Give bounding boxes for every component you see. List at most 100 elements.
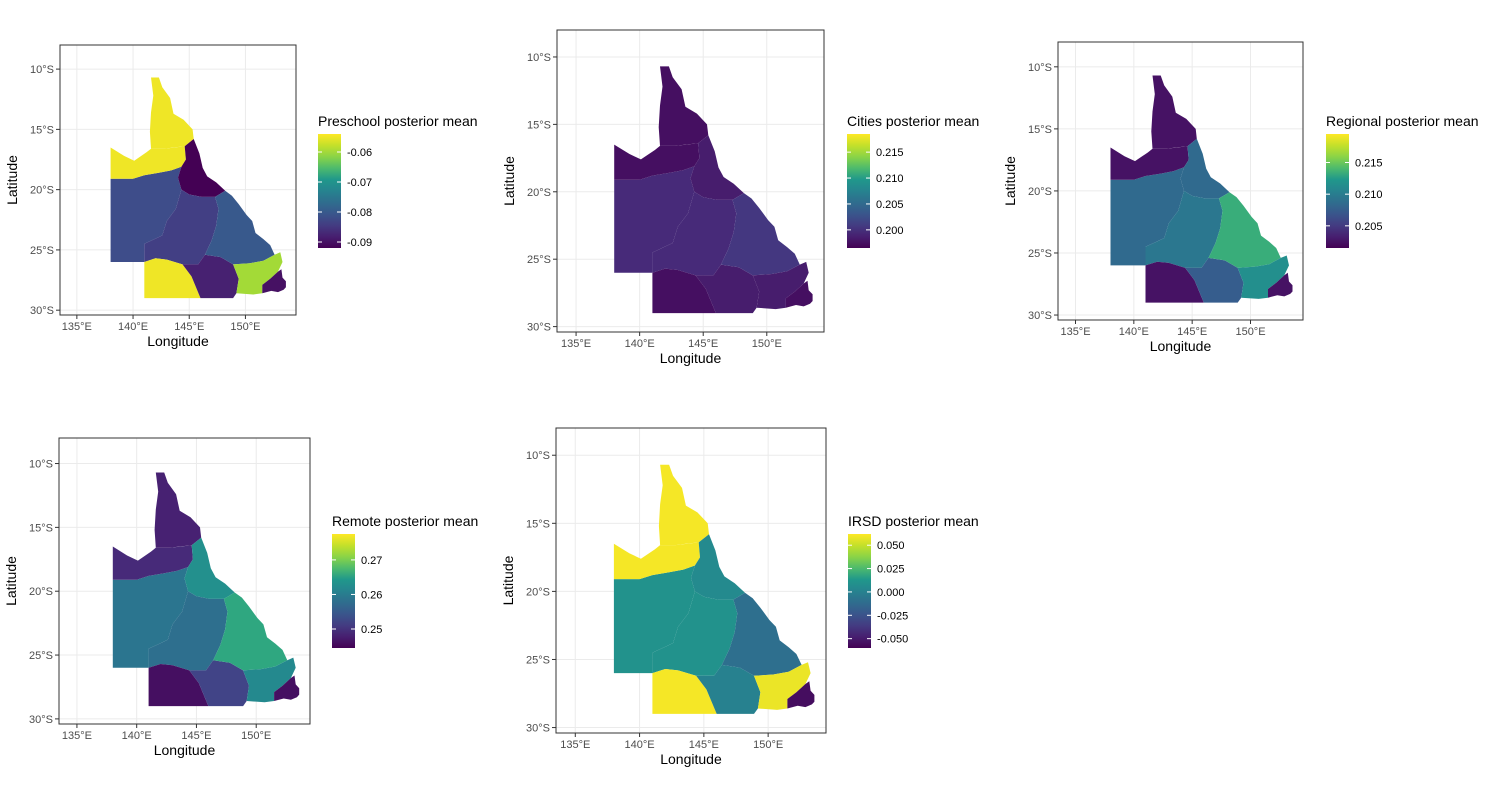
x-tick-label: 150°E [241, 730, 271, 742]
panel-border [556, 29, 825, 333]
legend-irsd: IRSD posterior mean 0.050 0.025 0.000 -0.025… [848, 513, 979, 648]
x-tick-label: 140°E [1119, 326, 1149, 338]
region-brisbane [262, 269, 286, 294]
region-southwest [652, 669, 717, 714]
region-gulf [613, 542, 700, 580]
region-southeast [233, 252, 283, 295]
y-tick-label: 20°S [1028, 186, 1052, 198]
legend-label: -0.06 [347, 147, 372, 159]
region-central [1145, 190, 1223, 268]
region-south [696, 664, 761, 714]
x-tick-label: 135°E [561, 338, 591, 350]
legend-title: IRSD posterior mean [848, 513, 979, 529]
x-tick-label: 140°E [122, 730, 152, 742]
x-tick-label: 145°E [689, 739, 719, 751]
region-gulf [112, 545, 193, 580]
region-brisbane [1268, 272, 1293, 298]
region-southeast [754, 662, 811, 710]
x-axis-title: Longitude [154, 742, 216, 758]
y-tick-label: 25°S [526, 654, 550, 666]
legend-label: -0.08 [347, 207, 372, 219]
legend-regional: Regional posterior mean 0.215 0.210 0.205 [1326, 113, 1479, 248]
y-tick-label: 30°S [527, 322, 551, 334]
region-central [144, 189, 219, 265]
legend-label: 0.27 [361, 555, 382, 567]
y-axis-title: Latitude [1002, 156, 1018, 206]
legend-colorbar [847, 134, 870, 248]
y-tick-label: 10°S [526, 450, 550, 462]
y-axis-title: Latitude [500, 555, 516, 605]
y-tick-label: 25°S [30, 245, 54, 257]
y-tick-label: 30°S [1028, 310, 1052, 322]
region-southeast [243, 657, 296, 703]
y-tick-label: 25°S [29, 650, 53, 662]
region-cape [658, 464, 709, 546]
region-gulf [614, 143, 700, 180]
region-cape [149, 77, 194, 149]
legend-label: -0.025 [877, 610, 908, 622]
y-tick-label: 15°S [526, 518, 550, 530]
x-tick-label: 145°E [181, 730, 211, 742]
region-brisbane [787, 681, 815, 709]
legend-label: 0.000 [877, 587, 905, 599]
legend-title: Remote posterior mean [332, 513, 478, 529]
x-axis-title: Longitude [147, 333, 209, 349]
y-tick-label: 15°S [527, 119, 551, 131]
legend-label: 0.025 [877, 564, 905, 576]
region-central [148, 591, 228, 671]
region-east-coast [213, 592, 288, 671]
region-southwest [148, 664, 209, 707]
region-east-coast [1208, 192, 1281, 268]
region-west [110, 166, 182, 262]
y-tick-label: 30°S [29, 714, 53, 726]
region-southeast [1237, 255, 1289, 299]
region-central-north [184, 537, 235, 599]
region-east-coast [721, 193, 800, 276]
region-south [189, 660, 249, 707]
legend-label: 0.050 [877, 540, 905, 552]
region-central [652, 191, 737, 276]
legend-label: 0.210 [876, 173, 904, 185]
x-axis-title: Longitude [660, 350, 722, 366]
region-central [652, 591, 738, 676]
x-axis-title: Longitude [660, 751, 722, 767]
y-tick-label: 30°S [526, 723, 550, 735]
y-tick-label: 20°S [29, 586, 53, 598]
x-axis-title: Longitude [1150, 338, 1212, 354]
y-tick-label: 30°S [30, 305, 54, 317]
region-central-north [690, 135, 744, 200]
x-tick-label: 145°E [688, 338, 718, 350]
x-tick-label: 145°E [1177, 326, 1207, 338]
legend-label: 0.215 [876, 147, 904, 159]
y-axis-title: Latitude [4, 155, 20, 205]
panel-border [59, 44, 297, 316]
y-tick-label: 15°S [1028, 124, 1052, 136]
x-tick-label: 150°E [230, 321, 260, 333]
legend-label: 0.205 [876, 199, 904, 211]
region-gulf [110, 146, 186, 179]
map-panel-irsd: 135°E 140°E 145°E 150°E 10°S 15°S 20°S 25°S 30°S… [500, 427, 979, 767]
legend-label: 0.210 [1355, 189, 1383, 201]
legend-colorbar [1326, 134, 1349, 248]
x-tick-label: 150°E [753, 739, 783, 751]
region-central-north [1180, 138, 1230, 199]
map-panel-cities: 135°E 140°E 145°E 150°E 10°S 15°S 20°S 25°S 30°S… [501, 29, 979, 366]
panel-border [555, 427, 827, 734]
y-tick-label: 15°S [29, 522, 53, 534]
region-southwest [652, 268, 716, 314]
map-panel-remote: 135°E 140°E 145°E 150°E 10°S 15°S 20°S 25°S 30°S… [3, 437, 478, 758]
map-panel-preschool: 135°E 140°E 145°E 150°E 10°S 15°S 20°S 25°S 30°S… [4, 44, 478, 349]
y-tick-label: 10°S [1028, 62, 1052, 74]
region-gulf [1110, 146, 1189, 180]
map-panel-regional: 135°E 140°E 145°E 150°E 10°S 15°S 20°S 25°S 30°S… [1002, 41, 1479, 354]
y-tick-label: 25°S [1028, 248, 1052, 260]
region-southeast [752, 261, 809, 310]
y-tick-label: 10°S [30, 64, 54, 76]
x-tick-label: 140°E [625, 739, 655, 751]
legend-colorbar [318, 134, 341, 248]
region-south [182, 254, 239, 299]
y-tick-label: 25°S [527, 254, 551, 266]
legend-title: Cities posterior mean [847, 113, 979, 129]
x-tick-label: 135°E [62, 321, 92, 333]
x-tick-label: 150°E [752, 338, 782, 350]
